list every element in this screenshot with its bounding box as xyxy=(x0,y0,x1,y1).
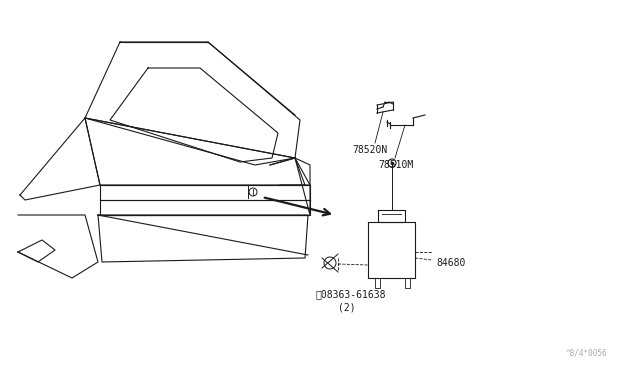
Text: (2): (2) xyxy=(338,303,356,313)
Text: 84680: 84680 xyxy=(436,258,465,268)
Text: Ⓝ08363-61638: Ⓝ08363-61638 xyxy=(316,289,387,299)
Text: ^8/4*0056: ^8/4*0056 xyxy=(565,349,607,358)
Text: 78510M: 78510M xyxy=(378,160,413,170)
Text: 78520N: 78520N xyxy=(352,145,387,155)
